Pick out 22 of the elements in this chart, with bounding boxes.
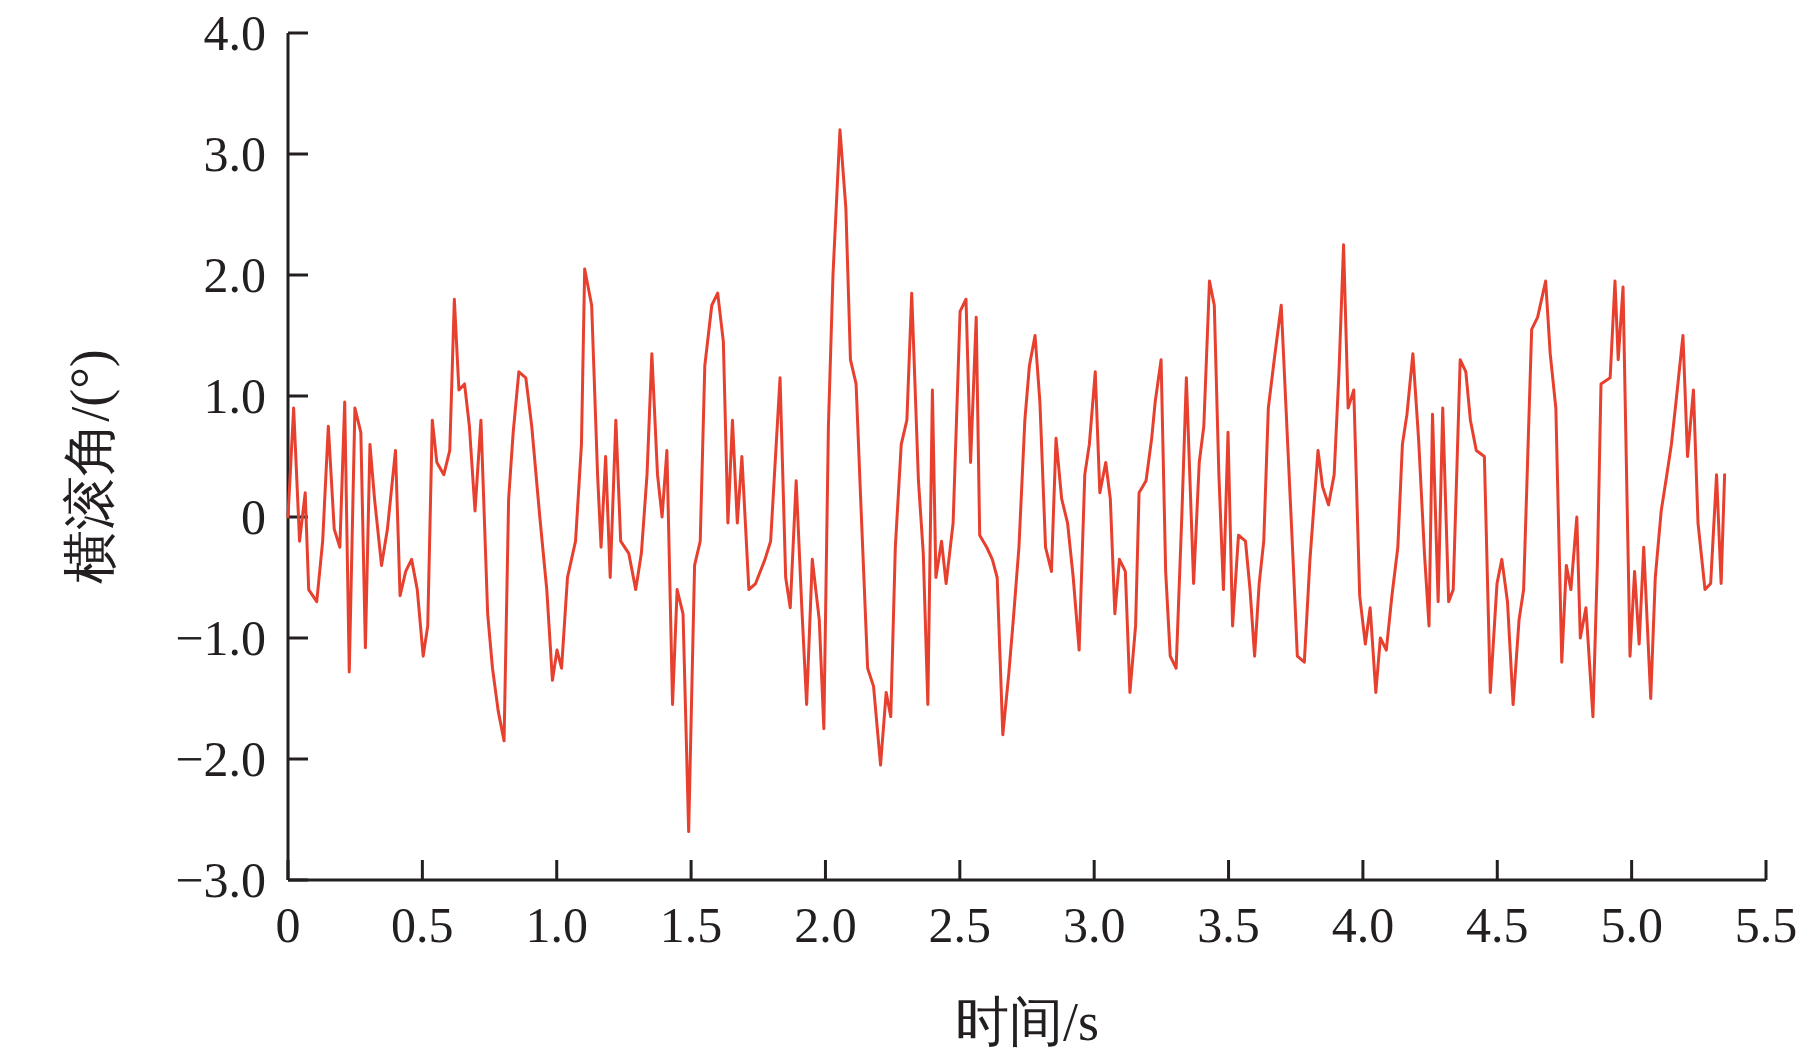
x-tick-label: 5.0	[1600, 897, 1663, 953]
x-tick-label: 2.0	[794, 897, 857, 953]
x-tick-label: 3.0	[1062, 897, 1126, 953]
x-tick-label: 2.5	[928, 897, 992, 953]
y-tick-label: −1.0	[175, 610, 266, 666]
x-tick-label: 0	[275, 897, 301, 953]
y-tick-label: −2.0	[175, 731, 266, 787]
y-tick-label: 4.0	[203, 5, 266, 61]
x-tick-label: 4.5	[1466, 897, 1529, 953]
y-tick-label: 1.0	[203, 368, 266, 424]
x-tick-label: 1.5	[659, 897, 723, 953]
x-tick-label: 0.5	[391, 897, 454, 953]
x-tick-label: 3.5	[1197, 897, 1260, 953]
x-tick-label: 5.5	[1734, 897, 1798, 953]
y-tick-label: 2.0	[203, 247, 266, 303]
y-tick-label: 0	[241, 489, 266, 545]
y-tick-label: 3.0	[203, 126, 266, 182]
x-tick-label: 4.0	[1331, 897, 1395, 953]
y-axis-title: 横滚角/(°)	[60, 349, 120, 584]
x-tick-label: 1.0	[525, 897, 588, 953]
x-axis-title: 时间/s	[954, 992, 1100, 1052]
y-tick-label: −3.0	[175, 852, 266, 908]
